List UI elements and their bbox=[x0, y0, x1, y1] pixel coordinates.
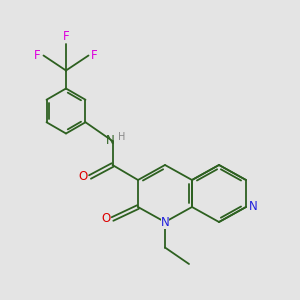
Text: N: N bbox=[160, 215, 169, 229]
Text: O: O bbox=[101, 212, 110, 226]
Text: F: F bbox=[91, 49, 98, 62]
Text: F: F bbox=[34, 49, 41, 62]
Text: F: F bbox=[63, 30, 69, 44]
Text: N: N bbox=[106, 134, 115, 148]
Text: H: H bbox=[118, 132, 125, 142]
Text: O: O bbox=[79, 170, 88, 184]
Text: N: N bbox=[249, 200, 258, 214]
